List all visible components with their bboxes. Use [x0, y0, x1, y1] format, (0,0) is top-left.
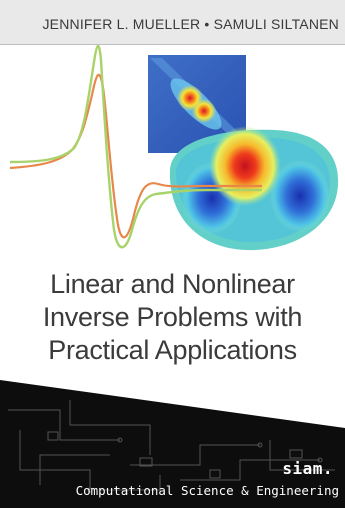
cover-artwork [9, 44, 339, 251]
title-line: Inverse Problems with [42, 302, 303, 332]
circuit-footer [0, 380, 345, 508]
square-image [148, 55, 246, 153]
title-line: Practical Applications [48, 335, 297, 365]
author-bar: JENNIFER L. MUELLER • SAMULI SILTANEN [0, 0, 345, 45]
series-name: Computational Science & Engineering [75, 483, 339, 498]
title-line: Linear and Nonlinear [50, 269, 295, 299]
book-title: Linear and Nonlinear Inverse Problems wi… [0, 268, 345, 367]
publisher-logo: siam. [282, 459, 333, 478]
oval-heatmap [169, 126, 339, 251]
wave-lines [9, 44, 262, 249]
authors: JENNIFER L. MUELLER • SAMULI SILTANEN [42, 16, 339, 32]
